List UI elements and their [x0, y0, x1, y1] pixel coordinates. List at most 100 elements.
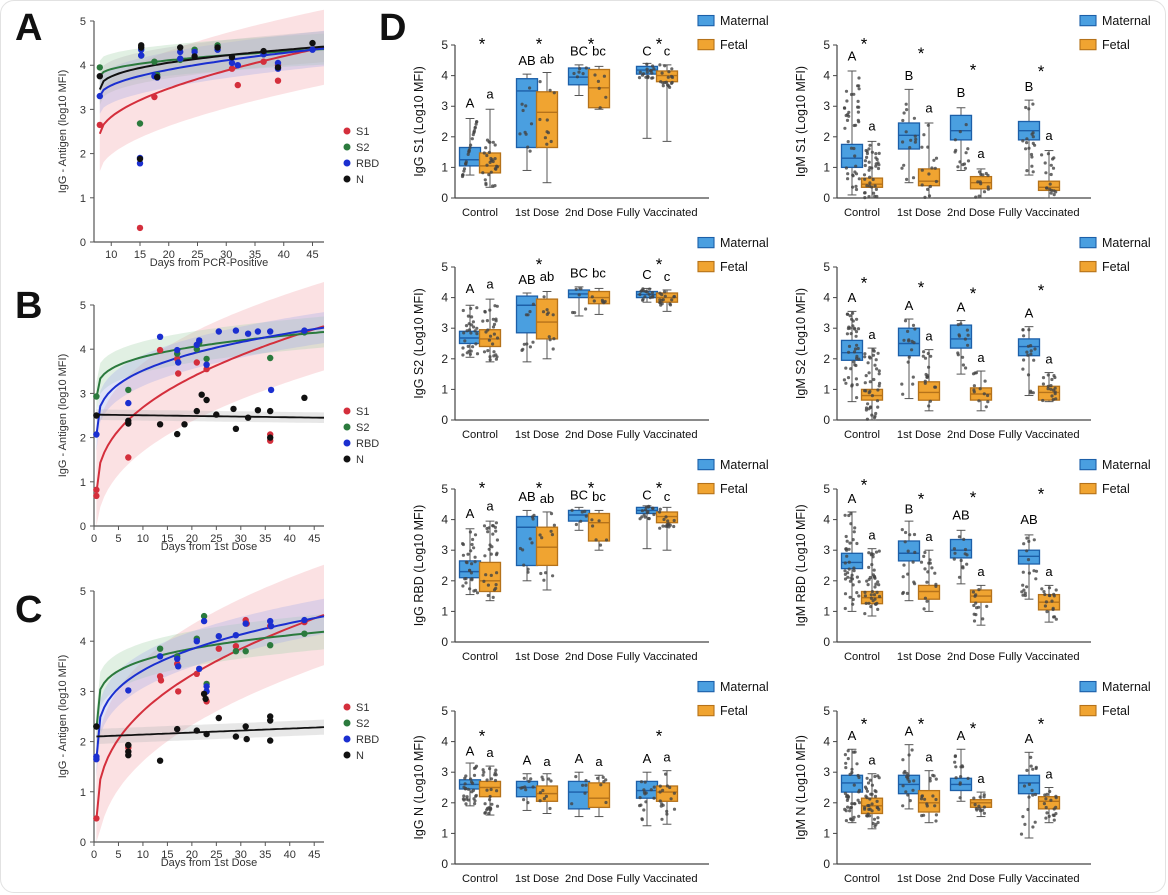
svg-text:IgG - Antigen (log10 MFI): IgG - Antigen (log10 MFI) [57, 70, 69, 194]
svg-text:Fully Vaccinated: Fully Vaccinated [998, 873, 1079, 885]
svg-text:Control: Control [462, 207, 498, 219]
svg-text:S2: S2 [356, 718, 369, 730]
svg-text:4: 4 [80, 60, 86, 72]
svg-text:2: 2 [80, 149, 86, 161]
svg-text:*: * [656, 479, 663, 498]
svg-text:a: a [1045, 766, 1053, 781]
svg-text:a: a [868, 753, 876, 768]
svg-text:1: 1 [441, 604, 448, 618]
svg-text:40: 40 [278, 249, 290, 261]
svg-text:a: a [868, 119, 876, 134]
svg-text:4: 4 [823, 513, 830, 527]
svg-text:Fully Vaccinated: Fully Vaccinated [998, 429, 1079, 441]
svg-text:*: * [1038, 714, 1045, 733]
svg-text:Control: Control [844, 651, 880, 663]
svg-text:*: * [479, 727, 486, 746]
svg-text:a: a [486, 276, 494, 291]
svg-text:*: * [918, 278, 925, 297]
svg-text:A: A [575, 751, 584, 766]
svg-text:4: 4 [441, 291, 448, 305]
svg-text:Days from 1st Dose: Days from 1st Dose [161, 541, 258, 553]
svg-text:0: 0 [823, 413, 830, 427]
svg-text:Maternal: Maternal [1102, 458, 1151, 472]
svg-text:a: a [925, 100, 933, 115]
svg-text:2: 2 [823, 574, 830, 588]
svg-text:45: 45 [308, 533, 320, 545]
svg-text:1st Dose: 1st Dose [515, 873, 559, 885]
svg-text:0: 0 [823, 635, 830, 649]
svg-text:2: 2 [441, 130, 448, 144]
svg-text:*: * [656, 35, 663, 54]
svg-text:*: * [588, 35, 595, 54]
svg-text:Fetal: Fetal [720, 38, 748, 52]
svg-text:2: 2 [441, 352, 448, 366]
svg-text:BC: BC [570, 44, 588, 59]
svg-text:45: 45 [306, 249, 318, 261]
svg-text:A: A [848, 290, 857, 305]
svg-text:AB: AB [518, 489, 535, 504]
svg-text:B: B [957, 85, 966, 100]
svg-text:S1: S1 [356, 126, 369, 138]
svg-text:2nd Dose: 2nd Dose [947, 207, 995, 219]
svg-text:A: A [466, 96, 475, 111]
svg-text:*: * [970, 719, 977, 738]
svg-text:AB: AB [518, 53, 535, 68]
svg-text:AB: AB [1020, 512, 1037, 527]
svg-text:*: * [1038, 281, 1045, 300]
svg-text:1: 1 [80, 477, 86, 489]
svg-text:a: a [543, 754, 551, 769]
svg-text:5: 5 [823, 260, 830, 274]
svg-text:A: A [848, 491, 857, 506]
svg-text:0: 0 [80, 237, 86, 249]
svg-text:10: 10 [137, 533, 149, 545]
svg-text:C: C [642, 267, 651, 282]
svg-text:Fetal: Fetal [1102, 482, 1130, 496]
svg-text:3: 3 [80, 686, 86, 698]
svg-text:4: 4 [823, 291, 830, 305]
svg-text:Fetal: Fetal [720, 260, 748, 274]
svg-text:IgG S1 (Log10 MFI): IgG S1 (Log10 MFI) [412, 66, 426, 176]
svg-text:0: 0 [441, 857, 448, 871]
svg-text:*: * [656, 727, 663, 746]
svg-text:*: * [918, 489, 925, 508]
svg-text:4: 4 [80, 636, 86, 648]
svg-text:3: 3 [441, 765, 448, 779]
svg-text:0: 0 [80, 521, 86, 533]
svg-text:a: a [868, 327, 876, 342]
svg-text:a: a [486, 745, 494, 760]
svg-text:Control: Control [844, 207, 880, 219]
svg-text:*: * [536, 255, 543, 274]
svg-text:5: 5 [441, 482, 448, 496]
svg-text:4: 4 [823, 69, 830, 83]
svg-text:IgG RBD (Log10 MFI): IgG RBD (Log10 MFI) [412, 505, 426, 627]
svg-text:2nd Dose: 2nd Dose [565, 429, 613, 441]
svg-text:S2: S2 [356, 422, 369, 434]
svg-text:Fully Vaccinated: Fully Vaccinated [616, 429, 697, 441]
svg-text:1st Dose: 1st Dose [897, 651, 941, 663]
svg-text:0: 0 [80, 837, 86, 849]
svg-text:40: 40 [284, 533, 296, 545]
svg-text:Days from 1st Dose: Days from 1st Dose [161, 857, 258, 869]
svg-text:Maternal: Maternal [720, 236, 769, 250]
svg-text:0: 0 [441, 635, 448, 649]
svg-text:C: C [642, 488, 651, 503]
svg-text:2nd Dose: 2nd Dose [565, 873, 613, 885]
svg-text:a: a [925, 529, 933, 544]
svg-text:A: A [466, 506, 475, 521]
svg-text:IgG - Antigen (log10 MFI): IgG - Antigen (log10 MFI) [57, 655, 69, 779]
svg-text:10: 10 [105, 249, 117, 261]
svg-text:Control: Control [462, 651, 498, 663]
svg-text:5: 5 [115, 849, 121, 861]
svg-text:15: 15 [134, 249, 146, 261]
svg-text:Fully Vaccinated: Fully Vaccinated [998, 651, 1079, 663]
svg-text:3: 3 [80, 388, 86, 400]
svg-text:ab: ab [540, 51, 554, 66]
svg-text:*: * [1038, 485, 1045, 504]
svg-text:Fetal: Fetal [1102, 704, 1130, 718]
svg-text:Fetal: Fetal [1102, 38, 1130, 52]
svg-text:4: 4 [80, 344, 86, 356]
svg-text:0: 0 [823, 191, 830, 205]
svg-text:1: 1 [823, 160, 830, 174]
svg-text:0: 0 [441, 191, 448, 205]
svg-text:3: 3 [441, 99, 448, 113]
